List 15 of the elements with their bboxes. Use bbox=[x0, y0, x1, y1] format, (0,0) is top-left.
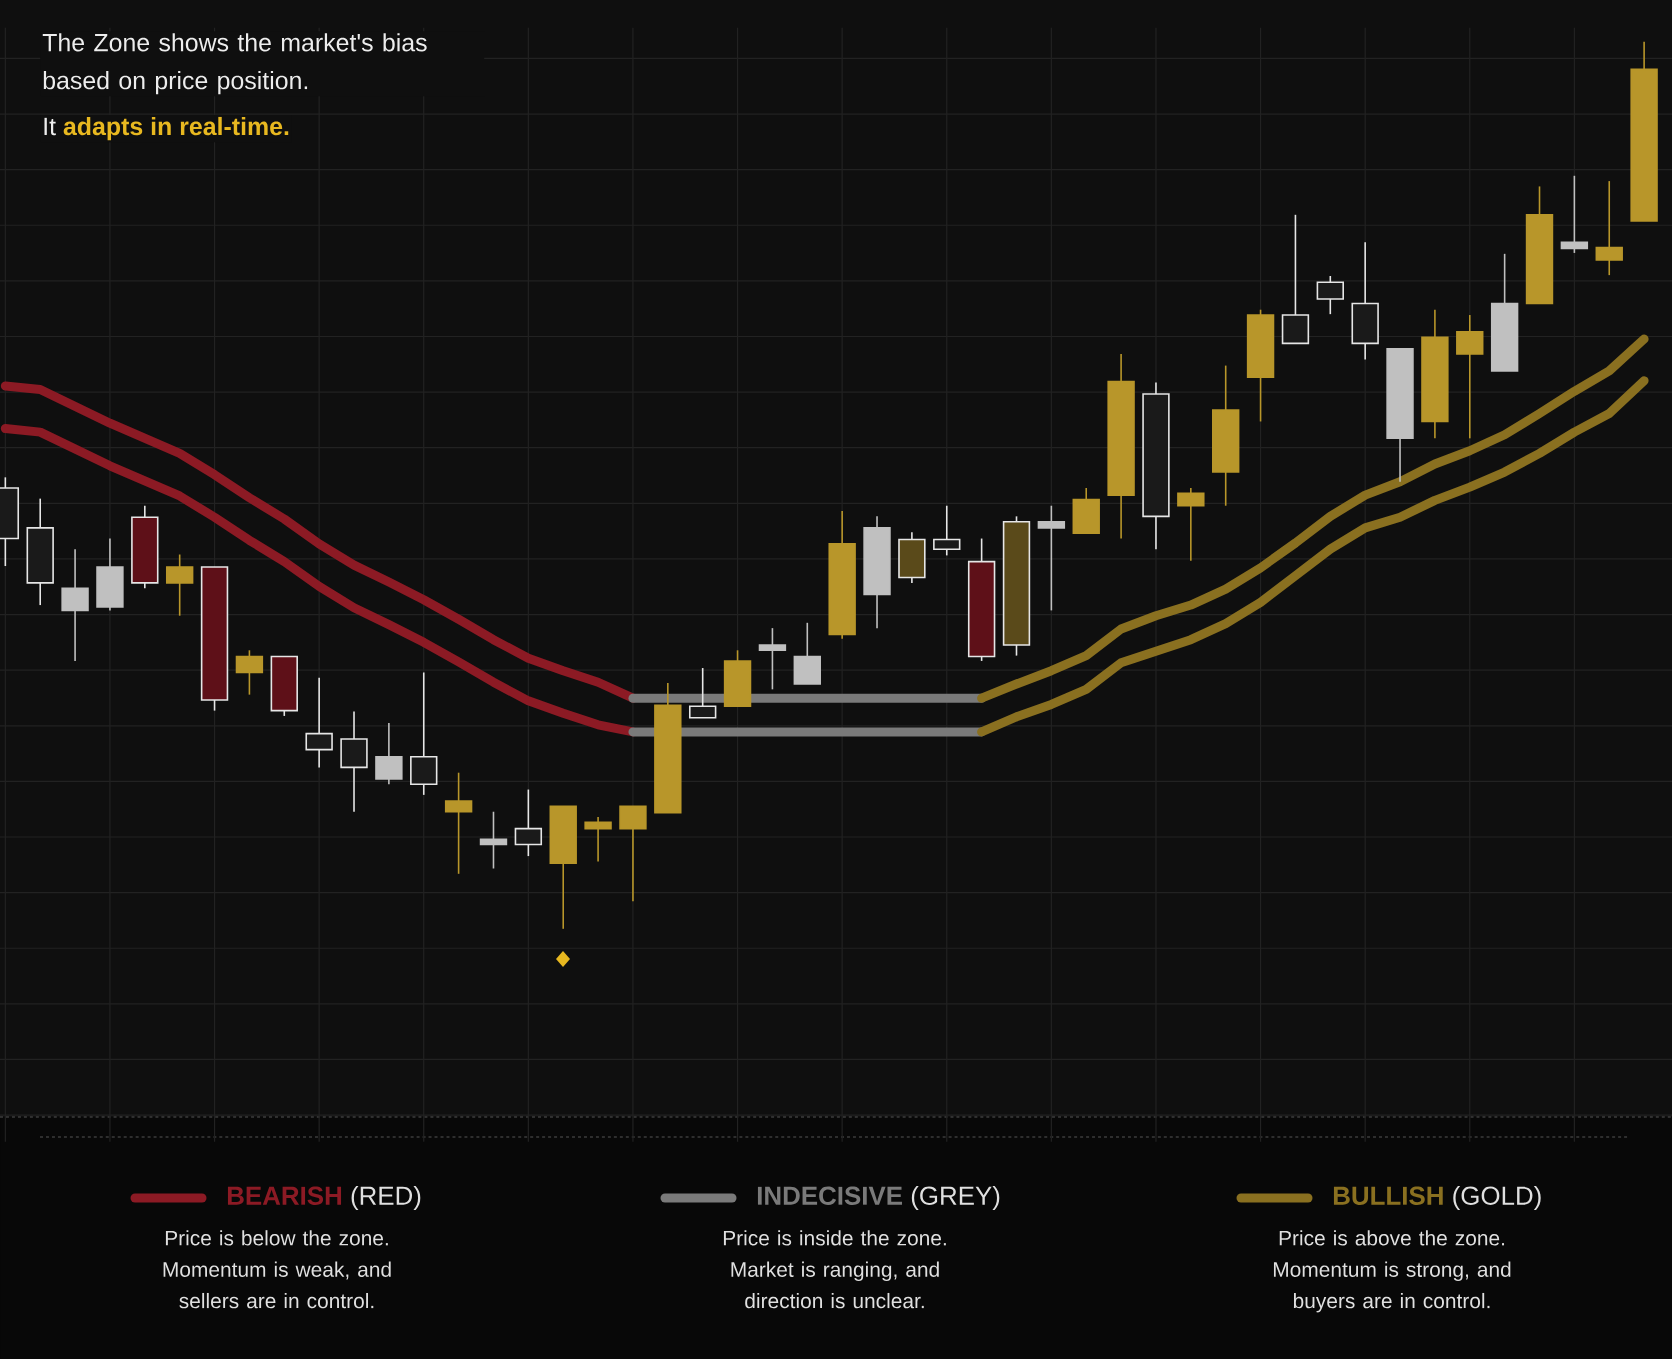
text: It adapts in real-time. bbox=[44, 116, 289, 141]
candlestick bbox=[1595, 180, 1623, 276]
text: Price is below the zone. Momentum is weak, and sellers are in control. bbox=[163, 1230, 391, 1309]
legend-label: BEARISH (RED) bbox=[227, 1185, 421, 1211]
legend-label: BULLISH (GOLD) bbox=[1333, 1185, 1541, 1211]
text: Price is above the zone. Momentum is strong, and buyers are in control. bbox=[1273, 1230, 1511, 1313]
candlestick bbox=[1037, 504, 1066, 612]
candlestick bbox=[584, 816, 612, 863]
candlestick bbox=[1560, 174, 1589, 254]
candlestick bbox=[479, 810, 508, 870]
candlestick bbox=[758, 627, 787, 691]
legend-label: INDECISIVE (GREY) bbox=[757, 1185, 1000, 1211]
text: Price is inside the zone. Market is ranging, and direction is unclear. bbox=[723, 1230, 946, 1309]
chart-title: The Zone shows the market's bias based on price position. bbox=[42, 33, 427, 95]
candlestick bbox=[444, 771, 473, 875]
